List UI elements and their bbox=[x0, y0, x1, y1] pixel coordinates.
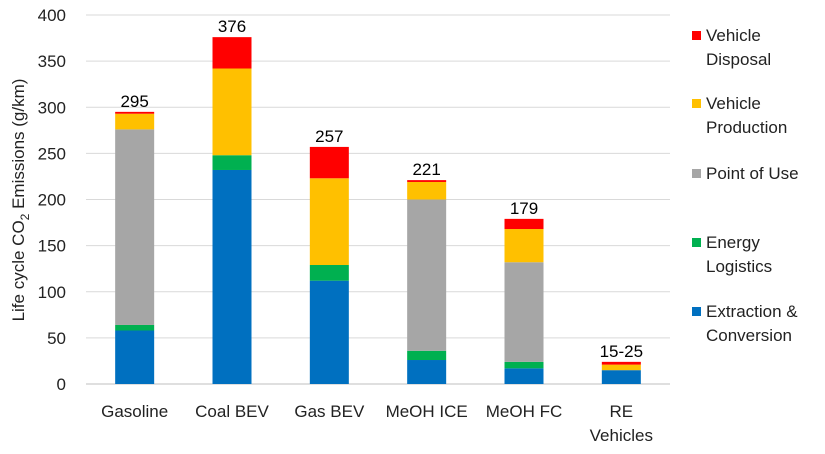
bar-segment bbox=[212, 169, 252, 384]
bar-segment bbox=[212, 37, 252, 69]
bar-segment bbox=[407, 360, 447, 384]
bar-segment bbox=[115, 330, 155, 384]
x-category-label: MeOH ICE bbox=[386, 402, 468, 421]
y-tick-label: 100 bbox=[38, 283, 66, 302]
bar-total-label: 295 bbox=[120, 92, 148, 111]
y-tick-label: 150 bbox=[38, 237, 66, 256]
bar-segment bbox=[601, 370, 641, 384]
x-category-label: Vehicles bbox=[590, 426, 653, 445]
y-tick-label: 400 bbox=[38, 6, 66, 25]
x-category-label: RE bbox=[610, 402, 634, 421]
legend-swatch bbox=[692, 238, 701, 247]
legend-label: Conversion bbox=[706, 326, 792, 345]
y-tick-label: 0 bbox=[57, 375, 66, 394]
y-axis-label-main: Life cycle CO bbox=[9, 220, 28, 321]
bar-total-label: 221 bbox=[412, 160, 440, 179]
x-category-label: MeOH FC bbox=[486, 402, 563, 421]
bar-segment bbox=[504, 361, 544, 369]
bar-segment bbox=[309, 146, 349, 179]
legend-swatch bbox=[692, 99, 701, 108]
y-axis-ticks: 0 50 100 150 200 250 300 350 400 bbox=[38, 6, 66, 394]
bar-totals: 295 376 257 221 179 15-25 bbox=[120, 17, 643, 361]
bar-segment bbox=[309, 178, 349, 265]
legend-label: Extraction & bbox=[706, 302, 798, 321]
y-tick-label: 250 bbox=[38, 144, 66, 163]
bar-segment bbox=[601, 361, 641, 365]
x-category-label: Coal BEV bbox=[195, 402, 269, 421]
bar-segment bbox=[309, 280, 349, 384]
grid-lines bbox=[86, 14, 670, 385]
legend-label: Production bbox=[706, 118, 787, 137]
y-tick-label: 50 bbox=[47, 329, 66, 348]
bar-segment bbox=[407, 199, 447, 351]
y-tick-label: 350 bbox=[38, 52, 66, 71]
legend-swatch bbox=[692, 169, 701, 178]
y-tick-label: 300 bbox=[38, 98, 66, 117]
bar-segment bbox=[407, 350, 447, 361]
bar-segment bbox=[504, 262, 544, 362]
bar-segment bbox=[115, 324, 155, 331]
bar-segment bbox=[504, 229, 544, 263]
bar-total-label: 257 bbox=[315, 127, 343, 146]
legend-swatch bbox=[692, 31, 701, 40]
bar-total-label: 179 bbox=[510, 199, 538, 218]
bar-segment bbox=[504, 368, 544, 384]
legend-label: Logistics bbox=[706, 257, 772, 276]
legend: Vehicle Disposal Vehicle Production Point of… bbox=[692, 26, 799, 345]
bar-segment bbox=[407, 180, 447, 182]
x-category-label: Gas BEV bbox=[294, 402, 365, 421]
legend-label: Point of Use bbox=[706, 164, 799, 183]
bar-segment bbox=[601, 364, 641, 371]
bar-total-label: 15-25 bbox=[600, 342, 643, 361]
bar-segment bbox=[115, 129, 155, 325]
x-category-label: Gasoline bbox=[101, 402, 168, 421]
legend-label: Disposal bbox=[706, 50, 771, 69]
bar-segment bbox=[212, 68, 252, 156]
bar-segment bbox=[115, 113, 155, 130]
bars bbox=[115, 37, 641, 384]
legend-label: Vehicle bbox=[706, 26, 761, 45]
bar-segment bbox=[407, 181, 447, 200]
bar-segment bbox=[309, 264, 349, 281]
legend-label: Energy bbox=[706, 233, 760, 252]
bar-segment bbox=[115, 111, 155, 114]
y-axis-label-tail: Emissions (g/km) bbox=[9, 79, 28, 214]
bar-total-label: 376 bbox=[218, 17, 246, 36]
legend-label: Vehicle bbox=[706, 94, 761, 113]
legend-swatch bbox=[692, 307, 701, 316]
bar-segment bbox=[212, 155, 252, 170]
y-tick-label: 200 bbox=[38, 191, 66, 210]
x-axis-categories: Gasoline Coal BEV Gas BEV MeOH ICE MeOH FC RE… bbox=[101, 402, 653, 445]
bar-segment bbox=[504, 218, 544, 230]
y-axis-label-subscript: 2 bbox=[18, 213, 32, 220]
y-axis-label: Life cycle CO2 Emissions (g/km) bbox=[9, 79, 32, 322]
